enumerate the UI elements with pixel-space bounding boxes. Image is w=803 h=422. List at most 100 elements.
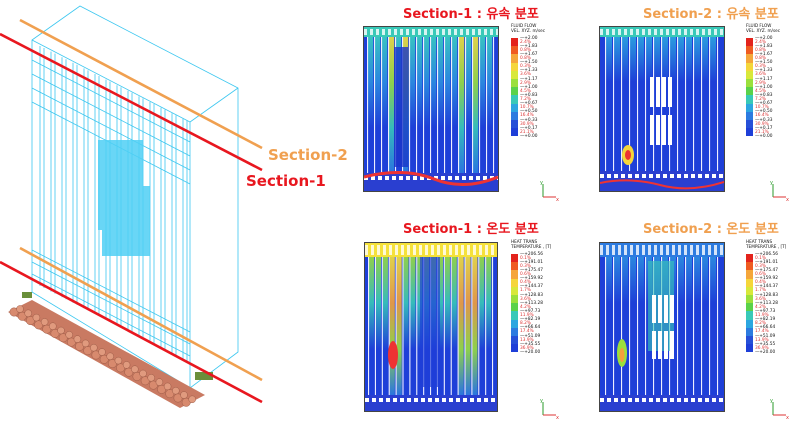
legend-swatch	[746, 278, 753, 287]
legend-swatch	[511, 46, 518, 55]
legend-swatch	[746, 295, 753, 304]
legend-percent: 0.3%	[755, 64, 766, 70]
legend-value: —+191.01	[520, 259, 543, 265]
legend-swatch	[511, 128, 518, 137]
legend-percent: 13.9%	[520, 337, 534, 343]
legend-percent: 21.1%	[755, 129, 769, 135]
legend-value: —+66.64	[520, 325, 541, 331]
legend-percent: 16.4%	[520, 113, 534, 119]
legend-percent: 4.2%	[520, 304, 531, 310]
legend-percent: 3.6%	[755, 296, 766, 302]
legend-swatch	[746, 46, 753, 55]
legend-value: —+0.00	[520, 133, 538, 139]
legend-value: —+51.09	[755, 333, 776, 339]
axis-y-label: y	[540, 398, 543, 404]
legend-swatch	[511, 103, 518, 112]
section-2-label: Section-2	[268, 146, 348, 164]
legend-value: —+82.19	[520, 317, 541, 323]
legend-percent: 2.9%	[520, 80, 531, 86]
legend-value: —+113.28	[755, 300, 778, 306]
legend-percent: 17.4%	[520, 329, 534, 335]
legend-swatch	[511, 311, 518, 320]
legend-swatch	[746, 120, 753, 129]
legend-percent: 8.2%	[755, 321, 766, 327]
legend-swatch	[511, 278, 518, 287]
legend-percent: 0.8%	[755, 47, 766, 53]
legend-value: —+0.83	[520, 92, 538, 98]
legend-swatch	[511, 344, 518, 353]
legend-value: —+0.00	[755, 133, 773, 139]
legend-swatch	[511, 319, 518, 328]
legend-swatch	[746, 270, 753, 279]
legend-swatch	[746, 79, 753, 88]
legend-header: FLUID FLOW VEL. XYZ. m/sec	[746, 23, 781, 33]
wireframe-model	[0, 5, 263, 408]
component-green-left	[22, 292, 32, 298]
legend-percent: 3.6%	[520, 72, 531, 78]
legend-percent: 0.6%	[755, 272, 766, 277]
section-1-line-bottom	[0, 260, 263, 404]
legend-swatch	[511, 254, 518, 263]
legend-temperature-section1: HEAT TRANS TEMPERATURE , [T] —+206.56 —+19…	[511, 239, 571, 365]
legend-swatch	[511, 295, 518, 304]
legend-value: —+35.55	[520, 341, 541, 347]
legend-swatch	[746, 303, 753, 312]
legend-value: —+97.73	[520, 308, 541, 314]
legend-value: —+0.67	[755, 101, 773, 107]
legend-value: —+1.67	[755, 51, 773, 57]
legend-value: —+175.47	[520, 267, 543, 273]
legend-header: HEAT TRANS TEMPERATURE , [T]	[511, 239, 552, 249]
legend-value: —+2.00	[520, 35, 538, 41]
legend-percent: 36.9%	[755, 345, 769, 351]
legend-value: —+128.83	[755, 292, 778, 298]
legend-percent: 0.3%	[520, 263, 531, 269]
panel-title-bl: Section-1 : 온도 분포	[403, 222, 539, 237]
legend-percent: 11.9%	[520, 313, 534, 318]
legend-percent: 10.7%	[755, 105, 769, 111]
legend-swatch	[511, 79, 518, 88]
legend-value: —+20.00	[520, 349, 541, 355]
axis-y-label: y	[540, 180, 543, 186]
legend-value: —+0.17	[520, 125, 538, 131]
legend-percent: 7.2%	[755, 97, 766, 102]
legend-percent: 0.8%	[520, 47, 531, 53]
legend-value: —+1.67	[520, 51, 538, 57]
legend-percent: 11.9%	[755, 313, 769, 318]
legend-value: —+206.56	[755, 251, 778, 257]
axis-triad-bl: y x	[540, 398, 559, 420]
axis-triad-tl: y x	[540, 180, 559, 202]
legend-value: —+0.50	[520, 109, 538, 115]
legend-value: —+191.01	[755, 259, 778, 265]
legend-swatch	[746, 87, 753, 96]
legend-percent: 0.1%	[520, 255, 531, 261]
legend-percent: 17.4%	[755, 329, 769, 335]
legend-swatch	[746, 103, 753, 112]
legend-swatch	[746, 70, 753, 79]
legend-percent: 0.8%	[520, 56, 531, 61]
legend-swatch	[746, 327, 753, 336]
legend-percent: 0.4%	[520, 280, 531, 286]
axis-x-label: x	[786, 197, 789, 202]
legend-value: —+175.47	[755, 267, 778, 273]
legend-velocity-section1: FLUID FLOW VEL. XYZ. m/sec —+2.00 —+1.83 —+…	[511, 23, 571, 149]
section-2-line-top	[19, 18, 263, 150]
legend-swatch	[511, 62, 518, 71]
legend-swatch	[511, 54, 518, 63]
legend-value: —+35.55	[755, 341, 776, 347]
legend-percent: 4.5%	[520, 88, 531, 94]
axis-y-label: y	[770, 180, 773, 186]
legend-swatch	[511, 111, 518, 120]
legend-percent: 30.9%	[755, 121, 769, 127]
legend-swatch	[746, 38, 753, 47]
axis-triad-br: y x	[770, 398, 789, 420]
section-1-line-top	[0, 32, 263, 172]
legend-value: —+1.17	[755, 76, 773, 82]
legend-percent: 30.9%	[520, 121, 534, 127]
panel-title-br: Section-2 : 온도 분포	[643, 222, 779, 237]
legend-value: —+0.50	[755, 109, 773, 115]
legend-swatch	[746, 128, 753, 137]
legend-value: —+1.33	[755, 68, 773, 74]
contour-temperature-section1	[364, 242, 498, 412]
legend-percent: 13.9%	[755, 337, 769, 343]
legend-percent: 4.2%	[755, 304, 766, 310]
